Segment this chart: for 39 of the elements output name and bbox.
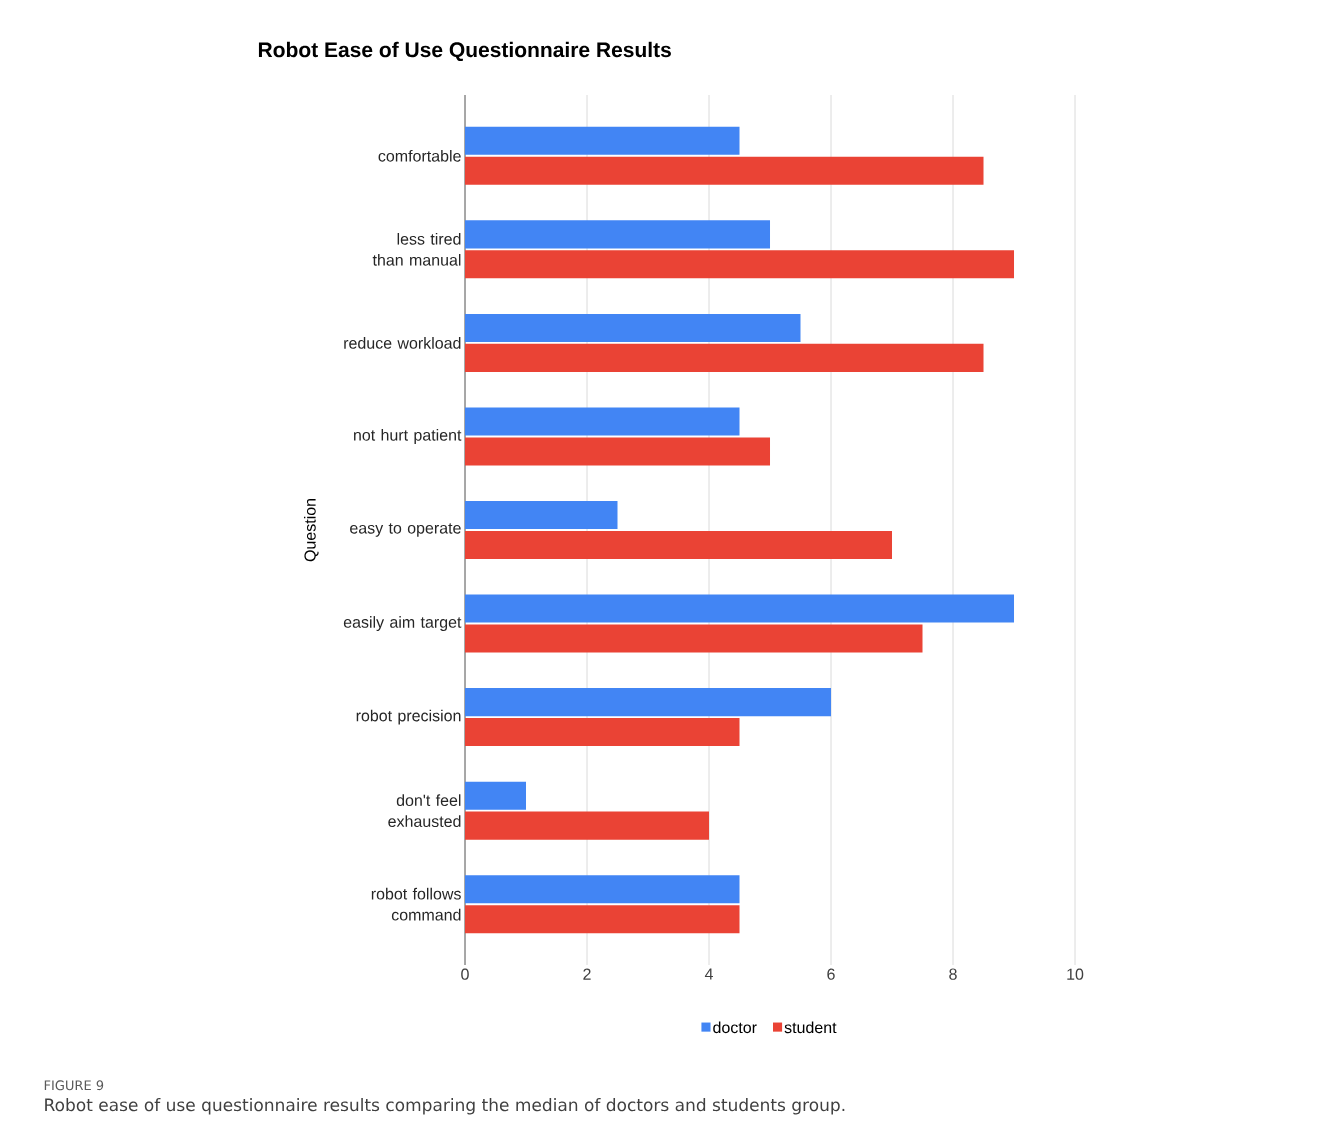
bar (465, 437, 771, 466)
x-tick-label: 8 (949, 968, 957, 980)
text: Robot ease of use questionnaire results comparing the median of doctors and students group. (45, 1098, 845, 1115)
bar (465, 530, 893, 559)
bar (465, 407, 740, 436)
bar (465, 250, 1015, 279)
bar (465, 594, 1015, 623)
bar (465, 811, 710, 840)
bar (465, 156, 984, 185)
bar (465, 501, 618, 530)
legend-label: student (784, 1021, 837, 1034)
x-tick-label: 0 (461, 968, 469, 980)
legend-label: doctor (713, 1021, 757, 1034)
y-tick-label: robot follows command (371, 887, 461, 921)
bar (465, 781, 526, 810)
bar (465, 718, 740, 747)
bar (465, 220, 771, 249)
x-tick-label: 4 (704, 968, 713, 980)
bar (465, 126, 740, 155)
bar (465, 313, 801, 342)
y-tick-label: reduce workload (344, 337, 461, 349)
bar (465, 875, 740, 904)
bar (465, 905, 740, 934)
chart-title: Robot Ease of Use Questionnaire Results (258, 41, 671, 62)
y-axis-title: Question (303, 499, 319, 562)
y-tick-label: easily aim target (343, 616, 462, 632)
y-tick-label: don't feel exhausted (388, 794, 461, 828)
bar (465, 343, 984, 372)
y-tick-label: comfortable (378, 149, 461, 162)
y-tick-label: less tired than manual (372, 232, 461, 266)
y-tick-label: not hurt patient (354, 429, 462, 444)
x-tick-label: 6 (827, 968, 835, 980)
y-tick-label: robot precision (356, 709, 461, 725)
caption: FIGURE 9 (44, 1080, 104, 1091)
bar (465, 688, 832, 717)
x-tick-label: 10 (1067, 968, 1084, 980)
bar (465, 624, 923, 653)
x-tick-label: 2 (583, 968, 591, 980)
y-tick-label: easy to operate (350, 523, 461, 537)
